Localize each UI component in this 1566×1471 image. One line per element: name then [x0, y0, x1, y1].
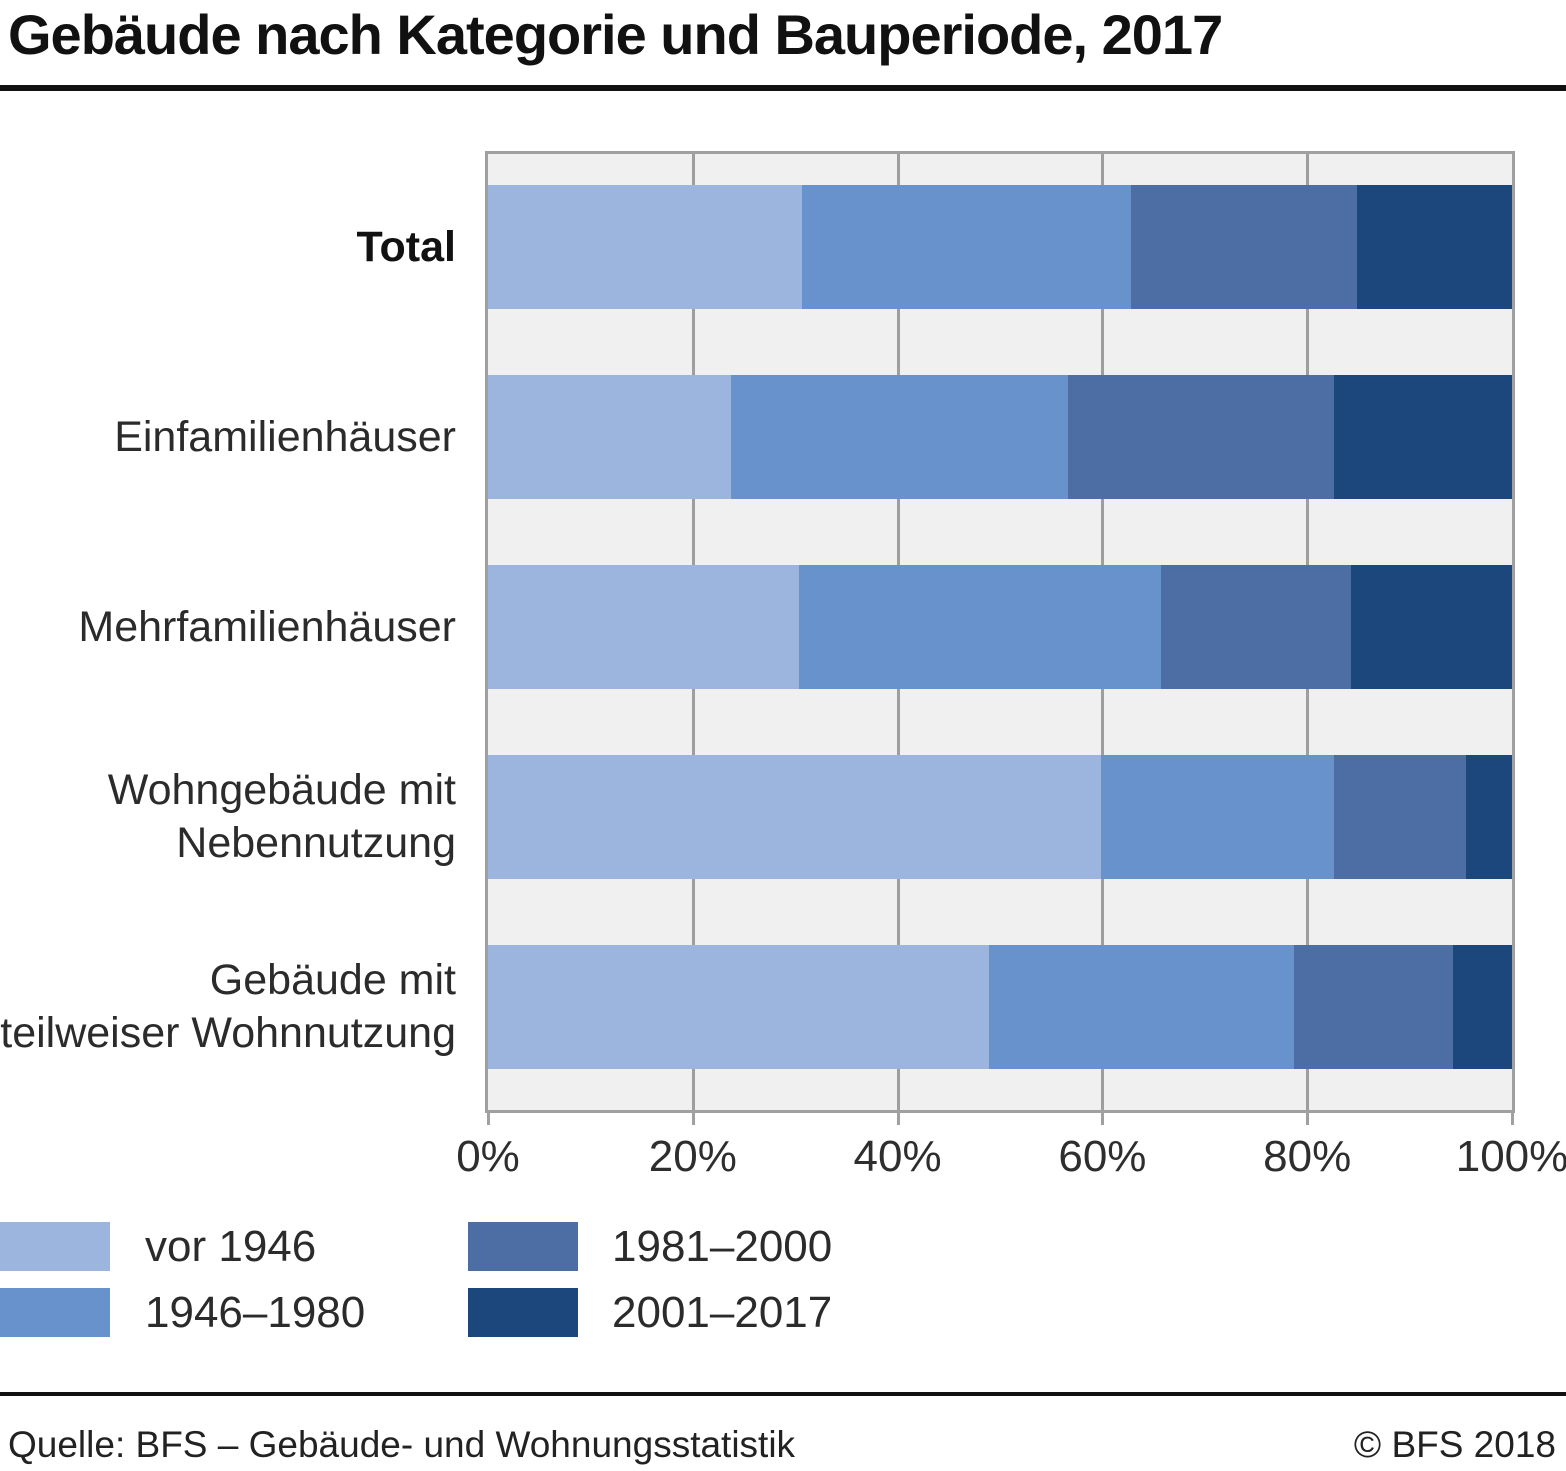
bar-segment	[1067, 375, 1334, 499]
x-tick-label: 80%	[1263, 1132, 1352, 1181]
bar-segment	[488, 565, 800, 689]
bar-segment	[1131, 185, 1358, 309]
bar-row	[488, 185, 1512, 309]
x-tick-mark	[1306, 1112, 1310, 1125]
x-tick-mark	[691, 1112, 695, 1125]
category-label-line: teilweiser Wohnnutzung	[0, 1009, 456, 1057]
title-divider	[0, 85, 1566, 91]
bar-segment	[1101, 755, 1334, 879]
category-label-line: Wohngebäude mit	[107, 766, 456, 814]
category-label-line: Nebennutzung	[176, 819, 456, 867]
source-text: Quelle: BFS – Gebäude- und Wohnungsstati…	[8, 1424, 796, 1465]
bar-segment	[1351, 565, 1512, 689]
bar-segment	[799, 565, 1161, 689]
category-label: Wohngebäude mit Nebennutzung	[108, 755, 456, 879]
category-label: Gebäude mit teilweiser Wohnnutzung	[0, 945, 456, 1069]
bar-segment	[1333, 755, 1466, 879]
bar-segment	[802, 185, 1132, 309]
bar-segment	[1160, 565, 1352, 689]
bar-segment	[488, 375, 731, 499]
legend-label: 1981–2000	[612, 1221, 833, 1271]
bar-segment	[730, 375, 1068, 499]
bar-segment	[1452, 945, 1512, 1069]
page-title: Gebäude nach Kategorie und Bauperiode, 2…	[8, 3, 1223, 66]
legend-swatch	[0, 1288, 110, 1337]
x-tick-mark	[1101, 1112, 1105, 1125]
legend-label: 1946–1980	[145, 1287, 366, 1337]
copyright-text: © BFS 2018	[1353, 1424, 1556, 1465]
x-tick-label: 100%	[1455, 1132, 1566, 1181]
x-tick-mark	[487, 1112, 490, 1125]
legend-label: 2001–2017	[612, 1287, 833, 1337]
x-tick-label: 40%	[853, 1132, 942, 1181]
x-tick-mark	[1511, 1112, 1514, 1125]
footer-divider	[0, 1392, 1566, 1396]
bar-segment	[488, 945, 989, 1069]
category-label-line: Total	[356, 222, 456, 271]
x-tick-label: 60%	[1058, 1132, 1147, 1181]
bar-segment	[1465, 755, 1512, 879]
legend-label: vor 1946	[145, 1221, 317, 1271]
legend-swatch	[468, 1222, 578, 1271]
bar-segment	[488, 185, 803, 309]
legend-swatch	[0, 1222, 110, 1271]
category-label: Total	[356, 185, 456, 309]
category-label: Mehrfamilienhäuser	[78, 565, 456, 689]
category-label: Einfamilienhäuser	[114, 375, 456, 499]
bar-segment	[988, 945, 1294, 1069]
bar-row	[488, 565, 1512, 689]
bar-row	[488, 755, 1512, 879]
category-label-line: Gebäude mit	[209, 956, 456, 1004]
x-tick-mark	[896, 1112, 900, 1125]
category-label-line: Mehrfamilienhäuser	[78, 602, 456, 651]
x-tick-label: 0%	[456, 1132, 520, 1181]
bar-row	[488, 375, 1512, 499]
chart-plot-area	[485, 151, 1515, 1113]
bar-segment	[1333, 375, 1512, 499]
x-tick-label: 20%	[648, 1132, 737, 1181]
chart-plot-inner	[488, 154, 1512, 1110]
legend-swatch	[468, 1288, 578, 1337]
bar-segment	[1293, 945, 1453, 1069]
category-label-line: Einfamilienhäuser	[114, 412, 456, 461]
bar-segment	[488, 755, 1102, 879]
bar-segment	[1357, 185, 1512, 309]
bar-row	[488, 945, 1512, 1069]
